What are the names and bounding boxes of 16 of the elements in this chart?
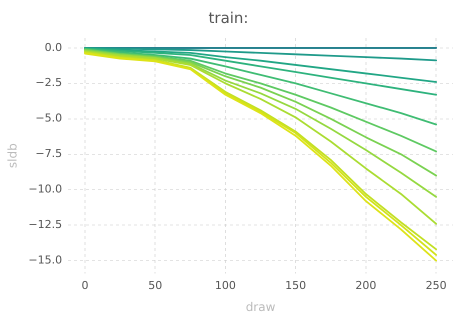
y-tick-label: −15.0 bbox=[28, 253, 62, 266]
chart-title: train: bbox=[208, 8, 248, 27]
y-tick-label: 0.0 bbox=[44, 40, 62, 54]
x-tick-label: 0 bbox=[81, 278, 88, 292]
x-tick-label: 100 bbox=[214, 278, 236, 292]
y-tick-label: −7.5 bbox=[35, 147, 62, 160]
x-tick-label: 200 bbox=[355, 278, 376, 292]
x-tick-label: 150 bbox=[285, 278, 306, 292]
y-tick-label: −2.5 bbox=[35, 76, 62, 90]
x-tick-label: 250 bbox=[426, 278, 447, 292]
y-tick-label: −5.0 bbox=[35, 112, 62, 125]
x-axis-title: draw bbox=[246, 300, 276, 314]
y-tick-label: −12.5 bbox=[28, 218, 62, 232]
y-tick-label: −10.0 bbox=[28, 182, 62, 196]
x-tick-label: 50 bbox=[148, 278, 162, 292]
y-axis-title: sldb bbox=[5, 143, 20, 168]
